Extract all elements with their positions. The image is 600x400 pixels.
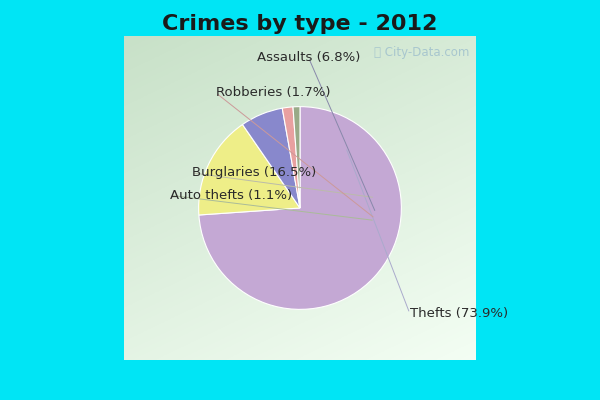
Text: Burglaries (16.5%): Burglaries (16.5%) bbox=[191, 166, 316, 179]
Text: Robberies (1.7%): Robberies (1.7%) bbox=[215, 86, 330, 99]
Wedge shape bbox=[242, 108, 300, 208]
Text: Auto thefts (1.1%): Auto thefts (1.1%) bbox=[170, 189, 293, 202]
Wedge shape bbox=[293, 107, 300, 208]
Wedge shape bbox=[199, 124, 300, 215]
Wedge shape bbox=[199, 107, 401, 309]
Text: ⓘ City-Data.com: ⓘ City-Data.com bbox=[374, 46, 469, 59]
Text: Crimes by type - 2012: Crimes by type - 2012 bbox=[163, 14, 437, 34]
Text: Thefts (73.9%): Thefts (73.9%) bbox=[410, 307, 508, 320]
Wedge shape bbox=[282, 107, 300, 208]
Text: Assaults (6.8%): Assaults (6.8%) bbox=[257, 51, 360, 64]
